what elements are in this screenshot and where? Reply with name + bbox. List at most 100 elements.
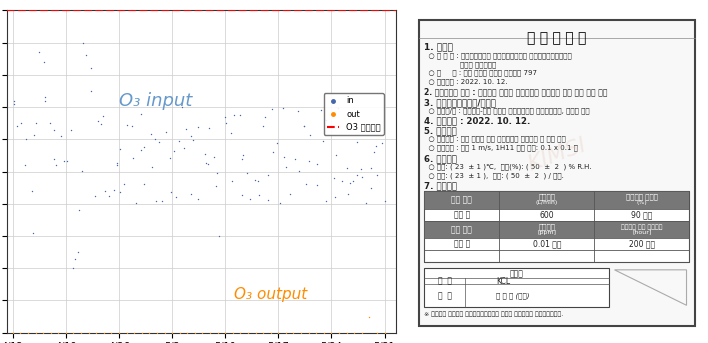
- Point: [136, 147, 147, 153]
- Point: [52, 330, 64, 335]
- Point: [244, 197, 256, 202]
- Point: [85, 88, 96, 94]
- Point: [262, 172, 273, 177]
- Point: [108, 188, 120, 193]
- Point: [262, 197, 273, 202]
- Point: [336, 178, 348, 184]
- Point: [28, 132, 40, 138]
- Point: [40, 98, 51, 103]
- Point: [343, 191, 354, 196]
- Point: [271, 140, 282, 146]
- Point: [130, 200, 142, 206]
- Point: [355, 166, 367, 172]
- Point: [227, 330, 239, 335]
- Point: [127, 156, 138, 161]
- Text: 3. 시험대상물품목록/시료명: 3. 시험대상물품목록/시료명: [424, 98, 496, 107]
- Point: [356, 174, 367, 179]
- Text: 4. 시험일자 : 2022. 10. 12.: 4. 시험일자 : 2022. 10. 12.: [424, 117, 531, 126]
- Point: [27, 230, 38, 236]
- Point: [173, 138, 185, 143]
- Text: 600: 600: [539, 211, 554, 220]
- Point: [69, 256, 81, 261]
- Text: 소  관: 소 관: [438, 276, 452, 286]
- Point: [292, 108, 304, 113]
- Point: [68, 330, 79, 335]
- Point: [76, 330, 87, 335]
- Point: [19, 162, 30, 168]
- Point: [219, 114, 231, 119]
- Point: [225, 130, 236, 135]
- Point: [192, 125, 203, 130]
- Point: [332, 105, 343, 110]
- Point: [115, 146, 126, 152]
- Point: [258, 330, 269, 335]
- Point: [136, 330, 147, 335]
- Point: [372, 173, 383, 178]
- Point: [348, 330, 360, 335]
- Point: [144, 330, 155, 335]
- FancyBboxPatch shape: [424, 222, 690, 238]
- Point: [185, 133, 196, 139]
- Point: [15, 330, 26, 335]
- Point: [115, 189, 126, 195]
- Point: [136, 111, 147, 116]
- Text: ○ 의 뢰 자 : 한국재료연구원 표면제어연구본부 나노바이오융합연구실: ○ 의 뢰 자 : 한국재료연구원 표면제어연구본부 나노바이오융합연구실: [424, 53, 572, 59]
- Text: 200 초과: 200 초과: [629, 239, 655, 249]
- Point: [86, 66, 97, 71]
- Text: ※ 확인자는 의뢰자가 한국재료연구원에서 시험한 시험결과를 확인하였습니다.: ※ 확인자는 의뢰자가 한국재료연구원에서 시험한 시험결과를 확인하였습니다.: [424, 312, 564, 317]
- Point: [98, 330, 110, 335]
- Text: 7. 시험결과: 7. 시험결과: [424, 182, 457, 191]
- Point: [145, 132, 156, 137]
- Point: [153, 140, 164, 145]
- Text: ○ 시험명/영 : 플라즈마-촉매 처리된 공기조화기의 오존제거성능, 내구성 평가: ○ 시험명/영 : 플라즈마-촉매 처리된 공기조화기의 오존제거성능, 내구성…: [424, 107, 590, 114]
- Point: [280, 330, 292, 335]
- Point: [92, 118, 103, 123]
- Point: [202, 161, 214, 167]
- Point: [73, 208, 84, 213]
- Point: [347, 178, 358, 184]
- Point: [220, 120, 232, 126]
- Point: [166, 330, 178, 335]
- Text: ○ 시험방법 : 유속 1 m/s, 1H11 보음 면적: 0.1 x 0.1 ㎡: ○ 시험방법 : 유속 1 m/s, 1H11 보음 면적: 0.1 x 0.1…: [424, 144, 578, 151]
- Point: [304, 132, 316, 137]
- Point: [303, 330, 314, 335]
- Point: [249, 178, 261, 183]
- Point: [266, 106, 278, 111]
- FancyBboxPatch shape: [424, 191, 690, 262]
- Point: [229, 112, 240, 118]
- Point: [103, 193, 114, 199]
- Point: [298, 124, 309, 129]
- Text: [ppm]: [ppm]: [537, 229, 556, 235]
- Point: [312, 161, 323, 167]
- Point: [235, 330, 246, 335]
- Point: [48, 156, 59, 161]
- Point: [278, 105, 289, 111]
- Text: O₃ output: O₃ output: [234, 286, 307, 301]
- Point: [364, 314, 375, 319]
- Point: [328, 175, 339, 181]
- Point: [341, 330, 353, 335]
- FancyBboxPatch shape: [424, 268, 609, 307]
- Point: [118, 181, 130, 187]
- Point: [105, 330, 117, 335]
- Text: [hour]: [hour]: [632, 229, 651, 235]
- Point: [8, 101, 20, 107]
- Point: [234, 112, 246, 118]
- Point: [185, 191, 196, 197]
- Point: [156, 198, 168, 203]
- Point: [278, 154, 290, 159]
- Text: (L/min): (L/min): [536, 200, 558, 205]
- Point: [204, 125, 215, 130]
- Point: [149, 137, 161, 142]
- Text: 처리용량: 처리용량: [538, 194, 555, 200]
- Point: [294, 168, 305, 174]
- Point: [331, 152, 342, 158]
- Point: [65, 127, 76, 132]
- Point: [360, 200, 372, 206]
- Point: [8, 98, 20, 103]
- Text: 이 성 구 (서명): 이 성 구 (서명): [496, 292, 530, 299]
- Point: [376, 140, 387, 145]
- Point: [129, 330, 140, 335]
- Point: [303, 158, 314, 164]
- Point: [67, 265, 79, 271]
